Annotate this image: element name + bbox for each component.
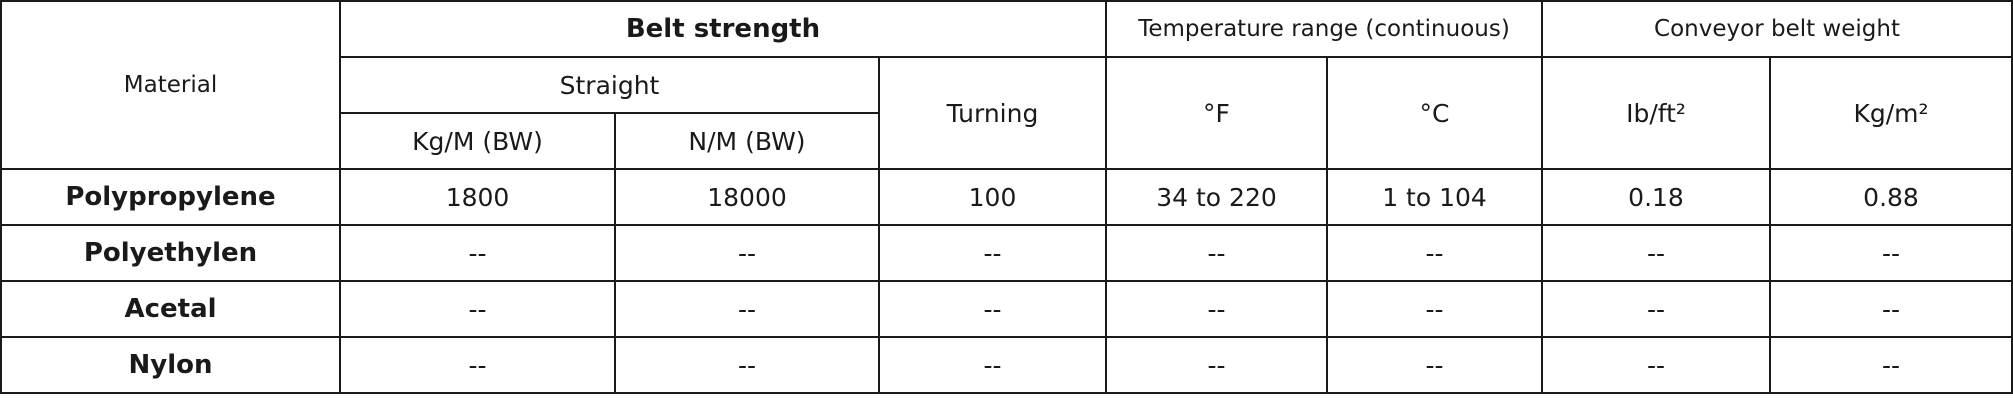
value-cell: -- bbox=[878, 336, 1107, 394]
header-cell: °C bbox=[1325, 56, 1544, 170]
value-cell: -- bbox=[614, 336, 880, 394]
table-body: Polypropylene 1800 18000 100 34 to 220 1 to 1… bbox=[0, 168, 2013, 394]
value-cell: -- bbox=[1105, 336, 1328, 394]
value-cell: -- bbox=[878, 280, 1107, 338]
header-row: Material Belt strength Temperature range… bbox=[0, 0, 2013, 170]
value-cell: 18000 bbox=[614, 168, 880, 226]
value-cell: 0.18 bbox=[1541, 168, 1772, 226]
header-cell: Material bbox=[0, 0, 341, 170]
material-cell: Nylon bbox=[0, 336, 341, 394]
body-row: Polypropylene 1800 18000 100 34 to 220 1 to 1… bbox=[0, 168, 2013, 226]
value-cell: 100 bbox=[878, 168, 1107, 226]
header-cell: Temperature range (continuous) bbox=[1104, 0, 1544, 58]
value-cell: -- bbox=[614, 224, 880, 282]
value-cell: -- bbox=[1105, 280, 1328, 338]
body-row: Acetal -- -- -- -- -- -- -- bbox=[0, 280, 2013, 338]
value-cell: -- bbox=[1769, 224, 2013, 282]
value-cell: -- bbox=[339, 280, 616, 338]
value-cell: -- bbox=[1325, 280, 1544, 338]
header-cell: Belt strength bbox=[339, 0, 1107, 58]
value-cell: -- bbox=[1541, 280, 1772, 338]
body-row: Nylon -- -- -- -- -- -- -- bbox=[0, 336, 2013, 394]
material-cell: Acetal bbox=[0, 280, 341, 338]
material-cell: Polypropylene bbox=[0, 168, 341, 226]
table-header: Material Belt strength Temperature range… bbox=[0, 0, 2013, 170]
belt-table: Material Belt strength Temperature range… bbox=[0, 0, 2013, 394]
header-row: Kg/M (BW) N/M (BW) bbox=[1, 112, 2012, 170]
value-cell: -- bbox=[1105, 224, 1328, 282]
value-cell: 1 to 104 bbox=[1325, 168, 1544, 226]
value-cell: -- bbox=[1541, 336, 1772, 394]
value-cell: 1800 bbox=[339, 168, 616, 226]
value-cell: -- bbox=[1541, 224, 1772, 282]
value-cell: -- bbox=[1325, 224, 1544, 282]
header-cell: °F bbox=[1105, 56, 1328, 170]
header-cell: Conveyor belt weight bbox=[1541, 0, 2013, 58]
value-cell: -- bbox=[1325, 336, 1544, 394]
body-row: Polyethylen -- -- -- -- -- -- -- bbox=[0, 224, 2013, 282]
value-cell: 0.88 bbox=[1769, 168, 2013, 226]
value-cell: -- bbox=[1769, 280, 2013, 338]
value-cell: -- bbox=[339, 336, 616, 394]
header-cell: Ib/ft² bbox=[1541, 56, 1772, 170]
value-cell: -- bbox=[339, 224, 616, 282]
value-cell: -- bbox=[1769, 336, 2013, 394]
header-cell: Turning bbox=[878, 56, 1107, 170]
value-cell: 34 to 220 bbox=[1105, 168, 1328, 226]
header-cell: Kg/M (BW) bbox=[339, 112, 616, 170]
header-cell: N/M (BW) bbox=[614, 112, 880, 170]
header-cell: Kg/m² bbox=[1769, 56, 2013, 170]
value-cell: -- bbox=[614, 280, 880, 338]
header-cell: Straight bbox=[339, 56, 880, 114]
value-cell: -- bbox=[878, 224, 1107, 282]
material-cell: Polyethylen bbox=[0, 224, 341, 282]
header-row: Straight Turning °F °C Ib/ft² Kg/m² bbox=[1, 56, 2013, 170]
